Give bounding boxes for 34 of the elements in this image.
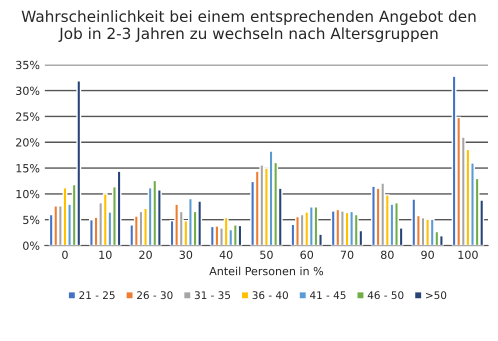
x-tick-label: 20 <box>139 250 152 259</box>
legend-label: 46 - 50 <box>368 291 404 300</box>
legend-label: >50 <box>426 291 446 300</box>
x-tick-label: 60 <box>300 250 314 259</box>
y-tick-label: 5% <box>23 216 40 224</box>
y-tick-label: 20% <box>16 138 40 147</box>
x-tick-label: 70 <box>340 250 354 259</box>
bar <box>330 210 336 246</box>
legend-label: 31 - 35 <box>194 291 230 300</box>
legend-label: 26 - 30 <box>137 291 173 300</box>
y-tick-label: 15% <box>16 164 40 172</box>
bar <box>259 164 264 246</box>
x-tick-label: 10 <box>99 250 112 259</box>
y-tick-label: 35% <box>16 60 40 70</box>
x-tick-label: 90 <box>421 250 434 259</box>
bar <box>438 235 444 246</box>
y-tick-label: 25% <box>16 112 40 121</box>
legend-label: 21 - 25 <box>79 291 115 300</box>
x-tick-label: 40 <box>220 250 232 259</box>
legend-label: 36 - 40 <box>252 291 288 300</box>
x-tick-label: 50 <box>260 250 273 259</box>
x-tick-label: 80 <box>380 250 394 259</box>
x-tick-label: 100 <box>458 250 478 259</box>
y-tick-label: 10% <box>16 190 40 198</box>
legend-label: 41 - 45 <box>310 291 346 300</box>
x-tick-label: 30 <box>180 250 192 259</box>
bar <box>340 210 345 246</box>
x-tick-label: 0 <box>62 250 68 259</box>
bar <box>89 219 94 246</box>
y-tick-label: 30% <box>16 86 40 95</box>
x-axis-title: Anteil Personen in % <box>209 266 324 276</box>
bar <box>76 80 82 246</box>
chart-title: Wahrscheinlichkeit bei einem entsprechenden Angebot den Job in 2-3 Jahren zu wechseln nach Altersgruppen <box>22 10 476 42</box>
y-tick-label: 0% <box>23 241 40 250</box>
